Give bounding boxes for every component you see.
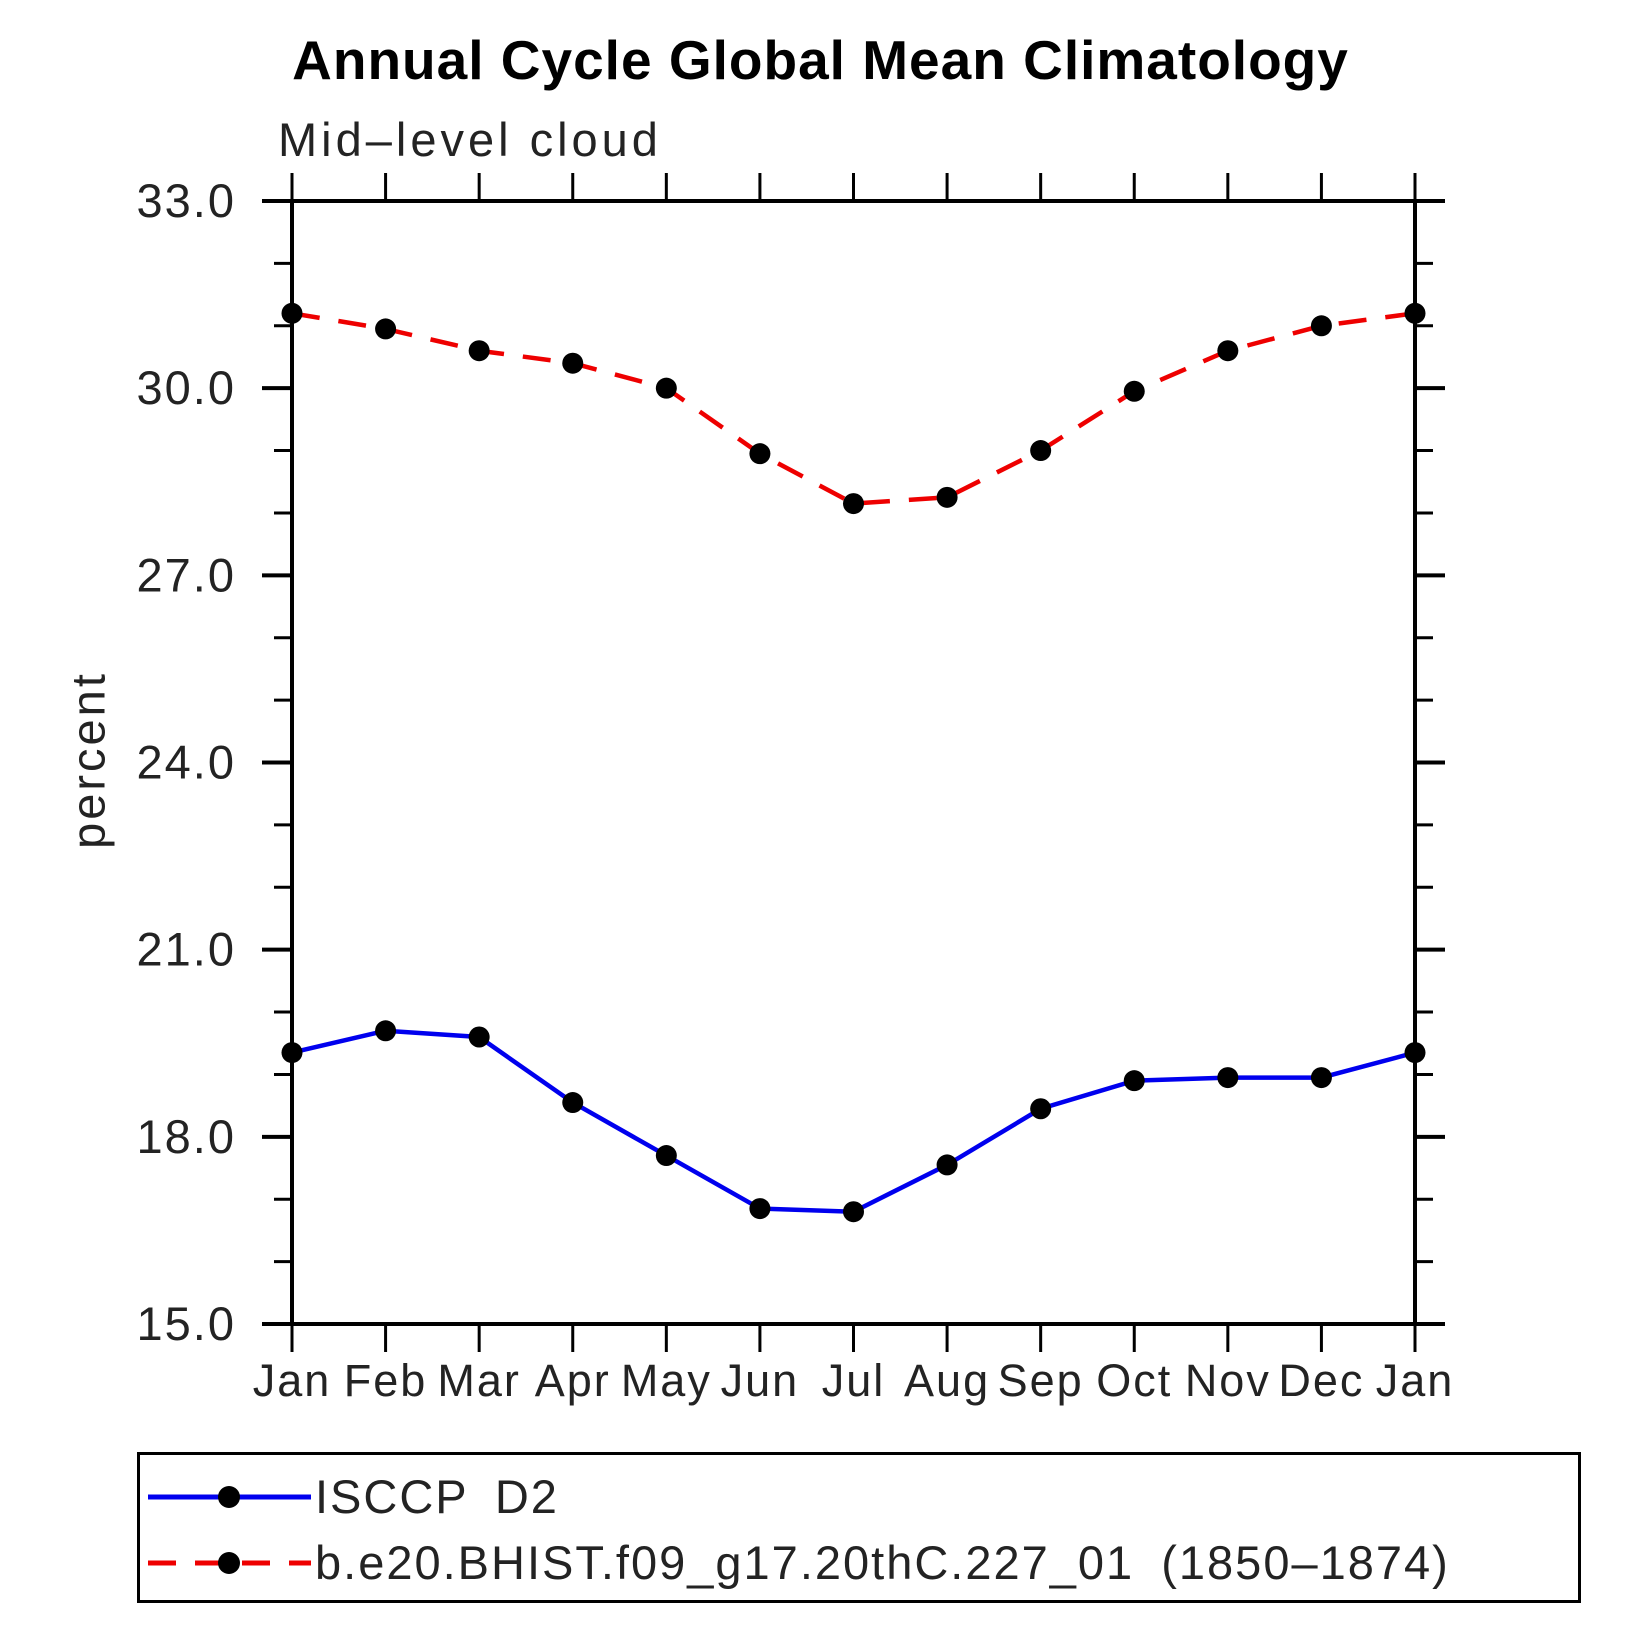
- data-point-marker: [281, 302, 303, 324]
- data-point-marker: [749, 1198, 771, 1220]
- x-tick-label: Aug: [904, 1355, 990, 1406]
- x-tick-label: Dec: [1278, 1355, 1364, 1406]
- x-tick-label: Jun: [721, 1355, 800, 1406]
- data-point-marker: [562, 352, 584, 374]
- data-point-marker: [936, 486, 958, 508]
- data-point-marker: [1404, 1042, 1426, 1064]
- y-tick-label: 33.0: [137, 174, 236, 227]
- legend-line-sample-dashed: [148, 1552, 311, 1574]
- series-line-0: [291, 1028, 1416, 1214]
- x-tick-label: Mar: [437, 1355, 521, 1406]
- legend-label-model: b.e20.BHIST.f09_g17.20thC.227_01 (1850–1…: [315, 1536, 1450, 1589]
- y-tick-label: 24.0: [137, 736, 236, 789]
- legend-entry-isccp: ISCCP D2: [145, 1470, 559, 1523]
- chart-subtitle: Mid–level cloud: [278, 113, 662, 166]
- data-point-marker: [1310, 1067, 1332, 1089]
- data-point-marker: [1123, 380, 1145, 402]
- x-tick-label: Jan: [1376, 1355, 1455, 1406]
- legend-marker-dot-icon: [218, 1486, 240, 1508]
- y-tick-label: 18.0: [137, 1110, 236, 1163]
- legend-box: ISCCP D2 b.e20.BHIST.f09_g17.20thC.227_0…: [137, 1452, 1581, 1603]
- x-tick-label: Nov: [1185, 1355, 1271, 1406]
- data-point-marker: [749, 443, 771, 465]
- data-point-marker: [1123, 1070, 1145, 1092]
- x-tick-label: Feb: [344, 1355, 428, 1406]
- legend-entry-model: b.e20.BHIST.f09_g17.20thC.227_01 (1850–1…: [145, 1536, 1450, 1589]
- x-tick-label: Apr: [535, 1355, 611, 1406]
- x-tick-label: Jul: [822, 1355, 886, 1406]
- x-tick-label: Oct: [1096, 1355, 1172, 1406]
- series-line-1: [291, 311, 1416, 506]
- data-point-marker: [936, 1154, 958, 1176]
- data-point-marker: [655, 1145, 677, 1167]
- chart-title: Annual Cycle Global Mean Climatology: [292, 29, 1349, 91]
- data-point-marker: [375, 318, 397, 340]
- data-point-marker: [1030, 1098, 1052, 1120]
- data-point-marker: [468, 1026, 490, 1048]
- data-point-marker: [1310, 315, 1332, 337]
- y-tick-label: 15.0: [137, 1297, 236, 1350]
- legend-label-isccp: ISCCP D2: [315, 1470, 559, 1523]
- data-point-marker: [843, 1201, 864, 1223]
- data-point-marker: [281, 1042, 303, 1064]
- plot-box: [290, 199, 1417, 1326]
- x-tick-label: Jan: [253, 1355, 332, 1406]
- data-point-marker: [843, 493, 864, 515]
- y-tick-label: 30.0: [137, 361, 236, 414]
- legend-marker-dot-icon: [218, 1552, 240, 1574]
- data-point-marker: [1404, 302, 1426, 324]
- y-tick-label: 27.0: [137, 548, 236, 601]
- data-point-marker: [1217, 1067, 1239, 1089]
- legend-line-sample-solid: [148, 1486, 311, 1508]
- data-point-marker: [655, 377, 677, 399]
- data-point-marker: [1217, 340, 1239, 362]
- data-point-marker: [1030, 440, 1052, 462]
- data-point-marker: [562, 1092, 584, 1114]
- data-point-marker: [375, 1020, 397, 1042]
- x-tick-label: May: [621, 1355, 712, 1406]
- y-tick-label: 21.0: [137, 923, 236, 976]
- data-point-marker: [468, 340, 490, 362]
- x-tick-label: Sep: [998, 1355, 1084, 1406]
